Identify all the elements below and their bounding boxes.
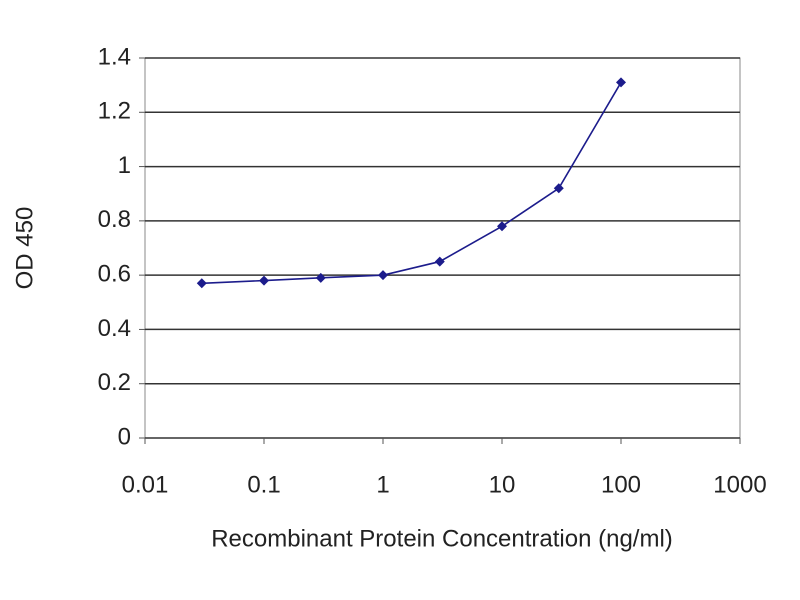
x-tick-label: 1 (376, 471, 389, 498)
y-axis-label: OD 450 (11, 207, 38, 290)
data-point (378, 270, 388, 281)
y-tick-label: 1 (118, 152, 131, 179)
data-point (259, 275, 269, 286)
y-tick-label: 1.2 (98, 98, 131, 125)
y-tick-label: 1.4 (98, 43, 131, 70)
data-point (497, 221, 507, 232)
x-tick-label: 0.01 (122, 471, 169, 498)
y-tick-label: 0 (118, 423, 131, 450)
data-point (616, 77, 626, 88)
x-tick-label: 10 (489, 471, 516, 498)
x-axis-label: Recombinant Protein Concentration (ng/ml… (211, 525, 673, 552)
data-point (196, 278, 207, 289)
x-tick-label: 1000 (713, 471, 766, 498)
y-tick-label: 0.8 (98, 206, 131, 233)
y-tick-label: 0.6 (98, 260, 131, 287)
y-tick-label: 0.2 (98, 369, 131, 396)
x-tick-label: 100 (601, 471, 641, 498)
data-point (434, 256, 445, 267)
x-tick-label: 0.1 (247, 471, 280, 498)
series-line (201, 82, 622, 285)
data-point (315, 272, 326, 283)
data-point (553, 183, 564, 194)
y-tick-label: 0.4 (98, 315, 131, 342)
plot-area (144, 57, 741, 439)
